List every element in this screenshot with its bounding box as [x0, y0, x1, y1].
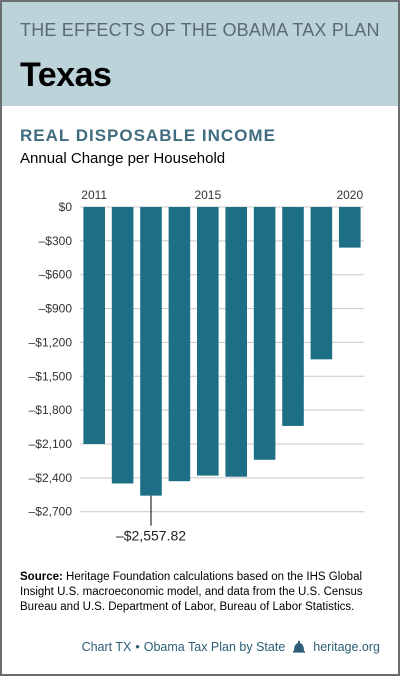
y-tick-label: –$1,500: [29, 369, 73, 383]
kicker-title: THE EFFECTS OF THE OBAMA TAX PLAN: [20, 20, 380, 40]
chart-subtitle: Annual Change per Household: [20, 150, 226, 167]
y-tick-label: –$2,700: [29, 505, 73, 519]
bar: [225, 207, 247, 477]
bar-chart: $0 –$300 –$600 –$900 –$1,200 –$1,500 –$1,800 –$…: [29, 188, 364, 544]
y-tick-label: –$2,400: [29, 471, 73, 485]
source-label: Source:: [20, 571, 63, 583]
y-tick-label: $0: [59, 200, 73, 214]
bar: [339, 207, 361, 248]
y-tick-label: –$600: [39, 268, 73, 282]
chart-id: Chart TX: [81, 640, 132, 654]
bar: [83, 207, 105, 444]
annotation-label: –$2,557.82: [116, 528, 186, 544]
y-tick-label: –$300: [39, 234, 73, 248]
liberty-bell-icon: [291, 640, 307, 654]
bar: [111, 207, 134, 484]
footer: Chart TX • Obama Tax Plan by State herit…: [2, 618, 398, 674]
source-note: Source: Heritage Foundation calculations…: [20, 570, 390, 615]
y-tick-label: –$900: [39, 302, 73, 316]
y-tick-label: –$1,200: [29, 335, 73, 349]
series-name: Obama Tax Plan by State: [143, 640, 286, 654]
y-tick-label: –$2,100: [29, 437, 73, 451]
bar: [282, 207, 304, 426]
bar: [168, 207, 191, 482]
bar: [140, 207, 162, 496]
bar: [310, 207, 333, 360]
x-tick-label: 2015: [194, 188, 221, 202]
x-tick-label: 2011: [81, 188, 107, 202]
bar: [253, 207, 276, 460]
chart-title: REAL DISPOSABLE INCOME: [20, 126, 276, 145]
y-tick-label: –$1,800: [29, 403, 73, 417]
footer-bullet: •: [135, 640, 140, 654]
x-tick-label: 2020: [336, 188, 363, 202]
header-band: THE EFFECTS OF THE OBAMA TAX PLAN Texas: [2, 2, 398, 106]
bar: [197, 207, 219, 476]
footer-line: Chart TX • Obama Tax Plan by State herit…: [82, 640, 380, 654]
state-title: Texas: [20, 56, 112, 94]
site-link[interactable]: heritage.org: [313, 640, 380, 654]
source-text: Heritage Foundation calculations based o…: [20, 571, 363, 613]
